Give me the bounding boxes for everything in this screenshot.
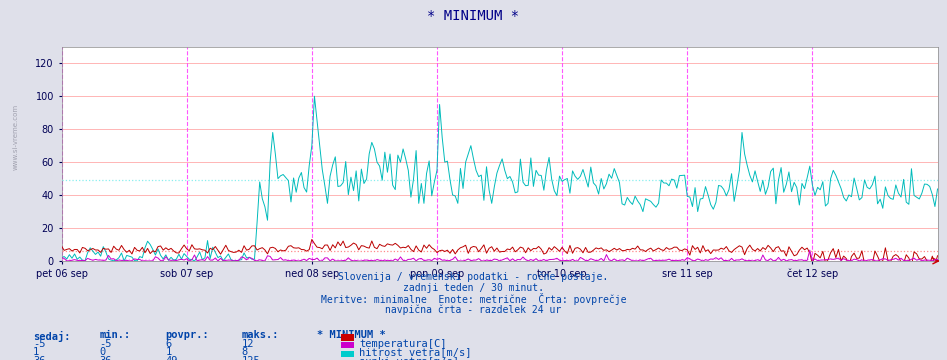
Text: 12: 12	[241, 339, 254, 349]
Text: min.:: min.:	[99, 330, 131, 341]
Text: zadnji teden / 30 minut.: zadnji teden / 30 minut.	[403, 283, 544, 293]
Text: navpična črta - razdelek 24 ur: navpična črta - razdelek 24 ur	[385, 304, 562, 315]
Text: 1: 1	[33, 347, 40, 357]
Text: hitrost vetra[m/s]: hitrost vetra[m/s]	[359, 347, 472, 357]
Text: 0: 0	[99, 347, 106, 357]
Text: 1: 1	[166, 347, 172, 357]
Text: sunki vetra[m/s]: sunki vetra[m/s]	[359, 356, 459, 360]
Text: * MINIMUM *: * MINIMUM *	[317, 330, 386, 341]
Text: Slovenija / vremenski podatki - ročne postaje.: Slovenija / vremenski podatki - ročne po…	[338, 272, 609, 282]
Text: 36: 36	[99, 356, 112, 360]
Text: povpr.:: povpr.:	[166, 330, 209, 341]
Text: temperatura[C]: temperatura[C]	[359, 339, 446, 349]
Text: 36: 36	[33, 356, 45, 360]
Text: 125: 125	[241, 356, 260, 360]
Text: www.si-vreme.com: www.si-vreme.com	[12, 104, 18, 170]
Text: 49: 49	[166, 356, 178, 360]
Text: -5: -5	[99, 339, 112, 349]
Text: maks.:: maks.:	[241, 330, 279, 341]
Text: -5: -5	[33, 339, 45, 349]
Text: Meritve: minimalne  Enote: metrične  Črta: povprečje: Meritve: minimalne Enote: metrične Črta:…	[321, 293, 626, 305]
Text: 6: 6	[166, 339, 172, 349]
Text: * MINIMUM *: * MINIMUM *	[427, 9, 520, 23]
Text: 8: 8	[241, 347, 248, 357]
Text: sedaj:: sedaj:	[33, 330, 71, 342]
